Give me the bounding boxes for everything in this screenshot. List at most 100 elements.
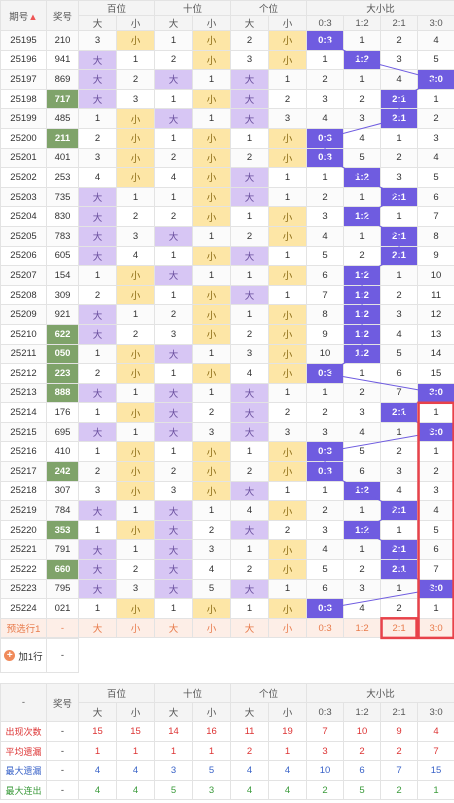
size-cell: 小	[268, 598, 308, 619]
prediction-cell[interactable]: 3:0	[417, 617, 454, 639]
size-cell: 1	[154, 127, 194, 149]
size-cell: 小	[268, 500, 308, 521]
stats-ratio-subheader: 1:2	[343, 702, 382, 723]
stats-ratio-subheader: 3:0	[417, 702, 454, 723]
period-cell: 25196	[0, 49, 47, 71]
table-row: 25204 830 大 2 2 小 1 小 3 1:2 1 7	[0, 206, 454, 227]
ratio-cell: 1:2	[343, 167, 382, 188]
stats-value: 1	[154, 740, 194, 762]
stats-ratio-subheader: 0:3	[306, 702, 345, 723]
prediction-cell[interactable]: 1:2	[343, 617, 382, 639]
table-row: 25201 401 3 小 2 小 2 小 0:3 5 2 4	[0, 147, 454, 169]
size-cell: 1	[230, 206, 270, 227]
ratio-cell: 2:1	[380, 108, 419, 129]
prediction-cell[interactable]: 小	[115, 617, 156, 639]
size-cell: 小	[268, 206, 308, 227]
table-row: 25222 660 大 2 大 4 2 小 5 2 2:1 7	[0, 559, 454, 580]
size-cell: 2	[115, 323, 156, 345]
size-cell: 1	[268, 578, 308, 600]
add-row-value: -	[46, 638, 79, 674]
prediction-row: 预选行1- 大小大小大小 0:3 1:2 2:1 3:0	[0, 617, 454, 639]
size-cell: 1	[154, 186, 194, 208]
table-row: 25219 784 大 1 大 1 4 小 2 1 2:1 4	[0, 500, 454, 521]
size-cell: 1	[268, 284, 308, 306]
size-cell: 大	[154, 539, 194, 561]
size-cell: 1	[115, 539, 156, 561]
stats-value: 5	[192, 760, 232, 781]
prediction-cell[interactable]: 小	[268, 617, 308, 639]
size-cell: 大	[230, 167, 270, 188]
ratio-cell: 5	[343, 147, 382, 169]
ratio-cell: 1	[380, 265, 419, 286]
size-cell: 小	[115, 108, 156, 129]
period-cell: 25220	[0, 519, 47, 541]
size-cell: 1	[78, 108, 117, 129]
stats-value: 2	[380, 779, 419, 801]
prediction-cell[interactable]: 小	[192, 617, 232, 639]
sort-icon[interactable]: ▲	[28, 11, 38, 23]
table-row: 25212 223 2 小 1 小 4 小 0:3 1 6 15	[0, 363, 454, 384]
ratio-cell: 2	[417, 461, 454, 482]
prediction-cell[interactable]: 2:1	[380, 617, 419, 639]
prize-cell: 353	[46, 519, 79, 541]
prize-cell: 660	[46, 559, 79, 580]
ratio-cell: 6	[417, 539, 454, 561]
ratio-cell: 1	[380, 519, 419, 541]
ratio-cell: 1:2	[343, 304, 382, 325]
prediction-cell[interactable]: 0:3	[306, 617, 345, 639]
ratio-cell: 1	[343, 500, 382, 521]
ratio-cell: 3	[343, 578, 382, 600]
ratio-cell: 1	[306, 49, 345, 71]
size-cell: 2	[154, 147, 194, 169]
stats-value: 19	[268, 721, 308, 742]
size-cell: 大	[230, 88, 270, 110]
prize-cell: 021	[46, 598, 79, 619]
size-cell: 大	[78, 304, 117, 325]
size-cell: 1	[78, 598, 117, 619]
size-cell: 3	[115, 578, 156, 600]
ratio-cell: 2	[306, 402, 345, 423]
ratio-cell: 1:2	[343, 265, 382, 286]
prediction-cell[interactable]: 大	[154, 617, 194, 639]
size-cell: 大	[154, 382, 194, 404]
ratio-cell: 3:0	[417, 382, 454, 404]
ratio-cell: 0:3	[306, 127, 345, 149]
add-row-button[interactable]: + 加1行	[4, 649, 43, 663]
period-cell: 25200	[0, 127, 47, 149]
size-cell: 1	[268, 186, 308, 208]
size-cell: 小	[192, 30, 232, 51]
table-row: 25218 307 3 小 3 小大 1 1 1:2 4 3	[0, 480, 454, 502]
ratio-cell: 3:0	[417, 69, 454, 90]
stats-prize: -	[46, 779, 79, 801]
prize-cell: 253	[46, 167, 79, 188]
prediction-prize: -	[46, 617, 79, 639]
period-cell: 25207	[0, 265, 47, 286]
ratio-cell: 4	[380, 69, 419, 90]
stats-size-subheader: 小	[268, 702, 308, 723]
ratio-cell: 3	[306, 421, 345, 443]
stats-value: 11	[230, 721, 270, 742]
size-cell: 小	[192, 363, 232, 384]
size-cell: 小	[268, 49, 308, 71]
ratio-cell: 3	[306, 206, 345, 227]
size-subheader: 小	[192, 15, 232, 31]
size-cell: 1	[192, 108, 232, 129]
size-cell: 1	[115, 49, 156, 71]
stats-value: 2	[230, 740, 270, 762]
stats-table: - 奖号 百位 十位 个位 大小比 大小大小大小 0:3 1:2 2:1 3:0 出现次…	[0, 683, 454, 801]
prize-cell: 783	[46, 225, 79, 247]
ratio-cell: 3	[417, 127, 454, 149]
prediction-cell[interactable]: 大	[230, 617, 270, 639]
table-row: 25202 253 4 小 4 小大 1 1 1:2 3 5	[0, 167, 454, 188]
prediction-cell[interactable]: 大	[78, 617, 117, 639]
ratio-cell: 3	[306, 519, 345, 541]
period-cell: 25202	[0, 167, 47, 188]
prize-cell: 695	[46, 421, 79, 443]
period-cell: 25197	[0, 69, 47, 90]
size-cell: 1	[154, 245, 194, 267]
period-header[interactable]: 期号▲	[0, 0, 47, 31]
size-cell: 2	[115, 69, 156, 90]
hundreds-header: 百位	[77, 0, 156, 16]
size-cell: 3	[230, 49, 270, 71]
period-cell: 25204	[0, 206, 47, 227]
